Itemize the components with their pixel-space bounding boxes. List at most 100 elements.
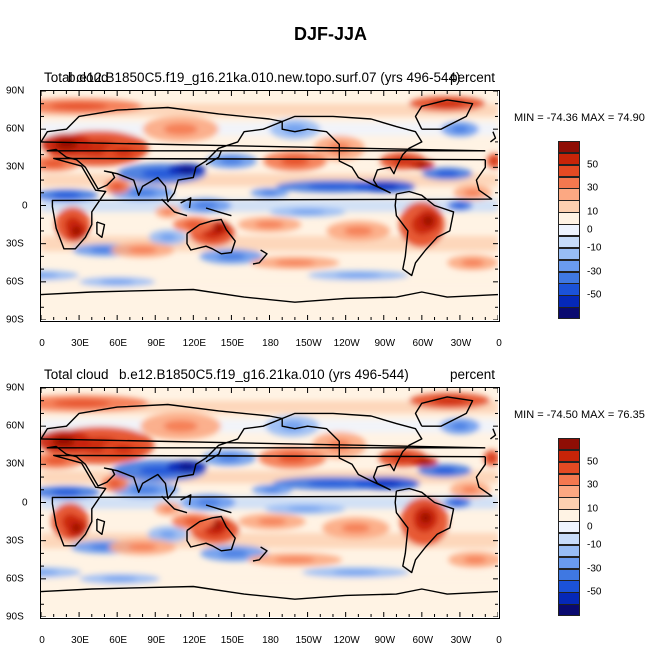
coastline-outline <box>186 515 236 552</box>
contour-core <box>332 570 379 575</box>
longitude-tick-label: 120E <box>182 635 207 646</box>
contour-core <box>290 209 325 215</box>
contour-map <box>40 387 500 619</box>
contour-core <box>52 192 81 199</box>
contour-core <box>52 489 81 496</box>
longitude-tick-label: 120E <box>182 338 207 349</box>
contour-core <box>178 167 196 173</box>
colorbar-swatch <box>558 176 580 189</box>
longitude-tick-label: 30E <box>71 338 89 349</box>
latitude-tick-label: 90N <box>6 85 25 97</box>
colorbar-label: -50 <box>587 289 602 301</box>
colorbar-label: -30 <box>587 266 602 278</box>
colorbar-label: 50 <box>587 456 599 468</box>
longitude-tick-label: 0 <box>39 635 45 646</box>
colorbar-swatch <box>558 212 580 225</box>
contour-core <box>162 505 174 512</box>
contour-core <box>100 279 135 285</box>
longitude-tick-label: 150W <box>295 338 322 349</box>
coastline-outline <box>252 249 268 265</box>
panel-variable-label: Total cloud <box>44 70 109 85</box>
latitude-tick-label: 60N <box>6 123 25 135</box>
contour-core <box>130 486 160 494</box>
contour-core <box>257 518 287 526</box>
latitude-tick-label: 0 <box>22 200 28 211</box>
coastline-outline <box>205 150 222 166</box>
contour-core <box>274 259 315 266</box>
contour-core <box>420 512 431 523</box>
contour-core <box>159 233 177 241</box>
panel-variable-label: Total cloud <box>44 367 109 382</box>
longitude-tick-label: 90W <box>374 635 396 646</box>
colorbar-swatch <box>558 438 580 451</box>
colorbar-label: 10 <box>587 206 599 218</box>
colorbar-swatch <box>558 152 580 166</box>
longitude-tick-label: 150E <box>220 338 245 349</box>
panel-case-label: b.e12.B1850C5.f19_g16.21ka.010 (yrs 496-… <box>119 367 409 382</box>
colorbar-swatch <box>558 485 580 498</box>
coastline-outline <box>252 546 268 562</box>
contour-core <box>194 202 218 209</box>
colorbar-label: 10 <box>587 503 599 515</box>
panel-units-label: percent <box>450 367 496 382</box>
colorbar-swatch <box>558 235 580 249</box>
coastline-outline <box>96 518 106 535</box>
colorbar-swatch <box>558 141 580 154</box>
latitude-tick-label: 30S <box>6 238 24 250</box>
coastline-outline <box>51 454 493 547</box>
latitude-tick-label: 60N <box>6 420 25 432</box>
contour-core <box>451 500 464 505</box>
longitude-tick-label: 60W <box>412 635 434 646</box>
longitude-tick-label: 180 <box>262 338 279 349</box>
longitude-tick-label: 30W <box>450 635 472 646</box>
map-panel-top: Total cloud b.e12.B1850C5.f19_g16.21ka.0… <box>0 70 661 368</box>
contour-core <box>416 162 428 168</box>
longitude-tick-label: 30W <box>450 338 472 349</box>
coastline-outline <box>414 396 474 427</box>
contour-core <box>488 454 496 462</box>
contour-core <box>307 480 359 487</box>
contour-core <box>159 530 177 538</box>
contour-core <box>217 252 246 260</box>
contour-core <box>102 576 137 582</box>
map-panel-bottom: Total cloud b.e12.B1850C5.f19_g16.21ka.0… <box>0 367 661 665</box>
colorbar-swatch <box>558 283 580 296</box>
contour-core <box>461 259 485 267</box>
contour-region <box>41 567 82 578</box>
contour-core <box>280 156 310 166</box>
colorbar-swatch <box>558 592 580 605</box>
contour-core <box>114 148 133 157</box>
longitude-tick-label: 90E <box>147 635 166 646</box>
colorbar-swatch <box>558 473 580 486</box>
contour-core <box>461 486 479 494</box>
longitude-tick-label: 0 <box>496 338 502 349</box>
colorbar-swatch <box>558 604 580 617</box>
colorbar-label: -50 <box>587 586 602 598</box>
contour-core <box>451 422 469 430</box>
colorbar-swatch <box>558 544 580 558</box>
longitude-tick-label: 120W <box>333 635 360 646</box>
contour-core <box>213 224 224 232</box>
coastline-outline <box>281 412 423 491</box>
longitude-tick-label: 0 <box>39 338 45 349</box>
coastline-outline <box>41 585 498 600</box>
colorbar-swatch <box>558 461 580 475</box>
contour-core <box>42 160 66 167</box>
contour-core <box>163 123 198 135</box>
colorbar-swatch <box>558 271 580 284</box>
contour-map <box>40 90 500 322</box>
longitude-tick-label: 60E <box>109 338 128 349</box>
contour-core <box>335 273 382 278</box>
longitude-tick-label: 150W <box>295 635 322 646</box>
contour-core <box>464 189 482 197</box>
colorbar-label: 30 <box>587 182 599 194</box>
coastline-outline <box>489 131 497 143</box>
longitude-tick-label: 90E <box>147 338 166 349</box>
colorbar-label: -10 <box>587 242 602 254</box>
contour-core <box>44 457 68 464</box>
colorbar-swatch <box>558 568 580 581</box>
contour-core <box>128 189 157 197</box>
coastline-outline <box>41 106 486 203</box>
colorbar-swatch <box>558 224 580 237</box>
colorbar-swatch <box>558 521 580 534</box>
